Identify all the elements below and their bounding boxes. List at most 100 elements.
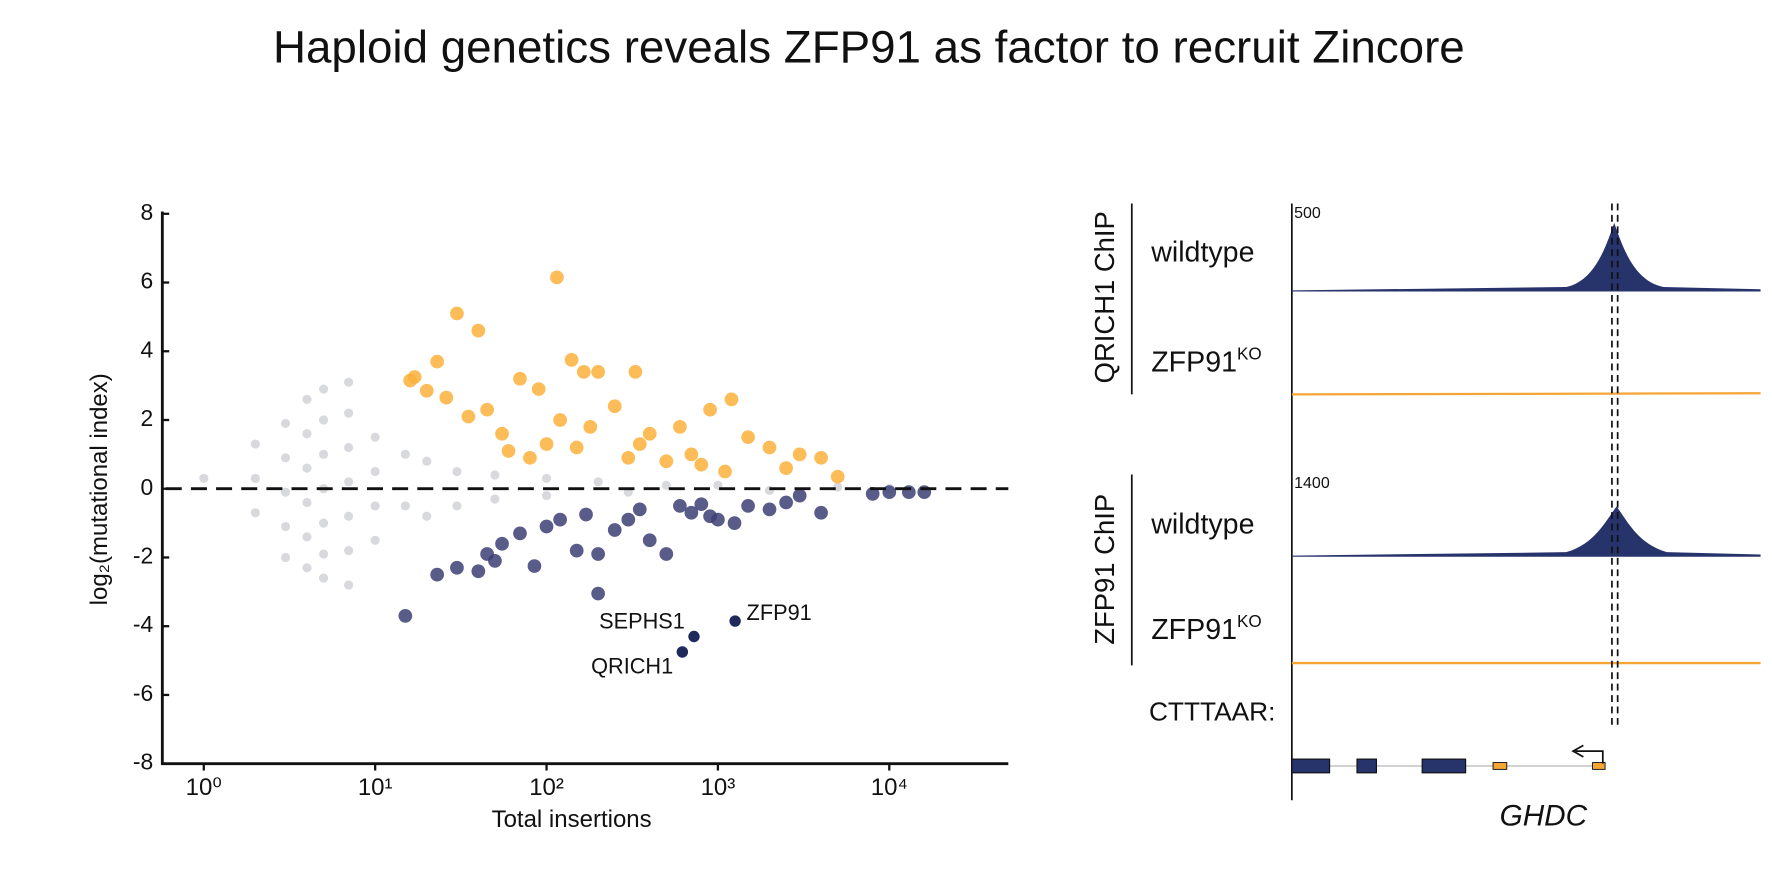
point (398, 609, 413, 623)
point (694, 457, 709, 472)
point (495, 426, 509, 441)
utr (1592, 762, 1606, 770)
tss-arrow (1571, 744, 1604, 764)
point (659, 454, 674, 469)
point (684, 447, 699, 462)
y-axis-label: log₂(mutational index) (86, 373, 113, 605)
gene-label: GHDC (1500, 799, 1588, 832)
point (490, 494, 500, 504)
point (724, 392, 739, 407)
row-label: ZFP91KO (1151, 343, 1262, 378)
exon (1291, 758, 1331, 774)
y-tick-label: -4 (133, 611, 154, 637)
point (727, 516, 742, 530)
x-tick-label: 10¹ (358, 774, 393, 801)
point-label: ZFP91 (747, 600, 812, 625)
point (621, 512, 636, 527)
group-label: QRICH1 ChIP (1089, 211, 1120, 383)
point (569, 543, 584, 558)
point (370, 466, 380, 477)
point (439, 390, 454, 405)
tracks-panel: QRICH1 ChIP ZFP91 ChIP 500 1400 wildtype… (1089, 203, 1761, 832)
point (539, 519, 554, 534)
point (564, 352, 579, 367)
point (591, 586, 605, 601)
point (302, 497, 312, 508)
point (370, 501, 380, 511)
point (531, 382, 546, 396)
peak (1291, 506, 1761, 557)
plot-area: -8 -6 -4 -2 0 2 4 6 8 10⁰ 10¹ 10² 10³ 10⁴ QRICH1 SEPHS1… (133, 199, 1009, 801)
point (452, 466, 462, 477)
point (480, 547, 494, 561)
x-axis-label: Total insertions (492, 806, 652, 833)
point (480, 402, 494, 417)
point (642, 426, 657, 441)
y-tick-label: 0 (140, 474, 153, 500)
track-scale: 500 (1294, 205, 1321, 222)
point (762, 502, 777, 517)
point (865, 487, 880, 501)
point (280, 487, 291, 497)
point (250, 473, 260, 483)
point (344, 511, 354, 521)
point (400, 501, 410, 511)
point (422, 511, 432, 521)
point (711, 512, 725, 527)
point (553, 512, 567, 527)
y-tick-label: -6 (133, 680, 153, 706)
point (830, 469, 845, 484)
point (729, 615, 741, 627)
point (430, 354, 445, 369)
point (400, 449, 410, 459)
point (779, 495, 793, 510)
point (718, 464, 732, 479)
point (199, 473, 209, 483)
point (741, 499, 755, 513)
point (576, 365, 591, 379)
point (694, 497, 709, 512)
point (550, 270, 564, 285)
point (370, 535, 380, 545)
y-tick-label: 2 (140, 405, 153, 431)
exon (1356, 758, 1378, 774)
point (319, 573, 329, 583)
point (461, 409, 476, 424)
y-tick-label: 8 (140, 199, 153, 225)
y-tick-label: 6 (140, 268, 153, 294)
point (344, 442, 354, 453)
point (593, 477, 603, 487)
point (302, 394, 312, 404)
point (452, 501, 462, 511)
point (344, 408, 354, 418)
point (250, 508, 260, 518)
point (471, 323, 486, 338)
point (764, 485, 775, 496)
point (344, 580, 354, 590)
track-scale: 1400 (1294, 475, 1330, 492)
point (527, 559, 542, 573)
point (280, 552, 291, 563)
group-label: ZFP91 ChIP (1089, 494, 1120, 645)
point (541, 473, 552, 483)
row-label: ZFP91KO (1151, 610, 1262, 645)
point (642, 533, 657, 548)
point (302, 429, 312, 439)
point (579, 507, 593, 522)
point (302, 563, 312, 573)
point (553, 413, 567, 427)
row-label: wildtype (1150, 236, 1254, 268)
point-label: QRICH1 (591, 654, 673, 679)
point (407, 370, 422, 384)
point (280, 453, 291, 463)
point (490, 470, 500, 480)
point (628, 365, 643, 379)
point (539, 437, 554, 451)
point (779, 461, 793, 475)
point (673, 499, 687, 513)
point (319, 449, 329, 459)
point (792, 447, 807, 462)
point (762, 440, 777, 455)
point (792, 488, 807, 503)
utr (1492, 762, 1508, 770)
